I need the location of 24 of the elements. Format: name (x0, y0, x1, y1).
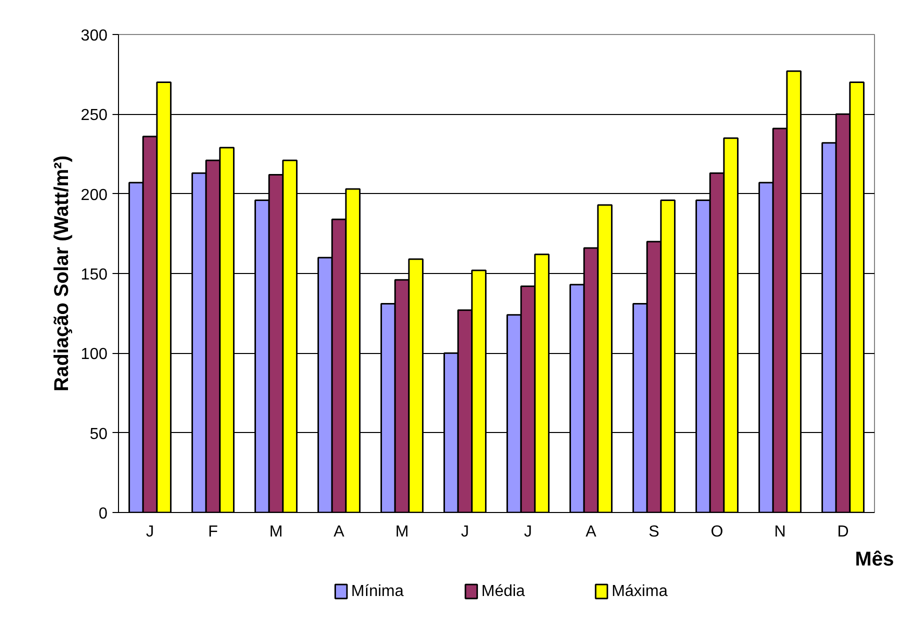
y-tick-label: 50 (90, 426, 108, 443)
y-tick-label: 150 (80, 266, 108, 284)
x-tick-label: J (524, 524, 532, 540)
legend-label: Média (481, 583, 526, 600)
y-tick-label: 100 (80, 346, 108, 364)
legend-label: Mínima (351, 583, 404, 600)
y-tick-label: 0 (98, 506, 108, 522)
x-tick-label: M (269, 524, 283, 540)
x-tick-label: J (461, 524, 469, 540)
x-tick-label: A (334, 524, 345, 540)
x-tick-label: N (774, 524, 786, 540)
x-tick-label: M (395, 524, 409, 540)
x-tick-label: A (586, 524, 597, 540)
x-tick-label: D (837, 524, 849, 540)
y-axis-title: Radiação Solar (Watt/m²) (50, 156, 73, 392)
x-tick-label: F (208, 524, 218, 540)
legend-label: Máxima (612, 583, 668, 600)
x-tick-label: J (146, 524, 154, 540)
y-tick-label: 200 (80, 186, 108, 204)
y-tick-label: 250 (80, 107, 108, 124)
x-axis-title: Mês (855, 548, 894, 570)
x-tick-label: O (710, 524, 724, 540)
x-tick-label: S (648, 524, 660, 540)
y-tick-label: 300 (80, 28, 108, 44)
